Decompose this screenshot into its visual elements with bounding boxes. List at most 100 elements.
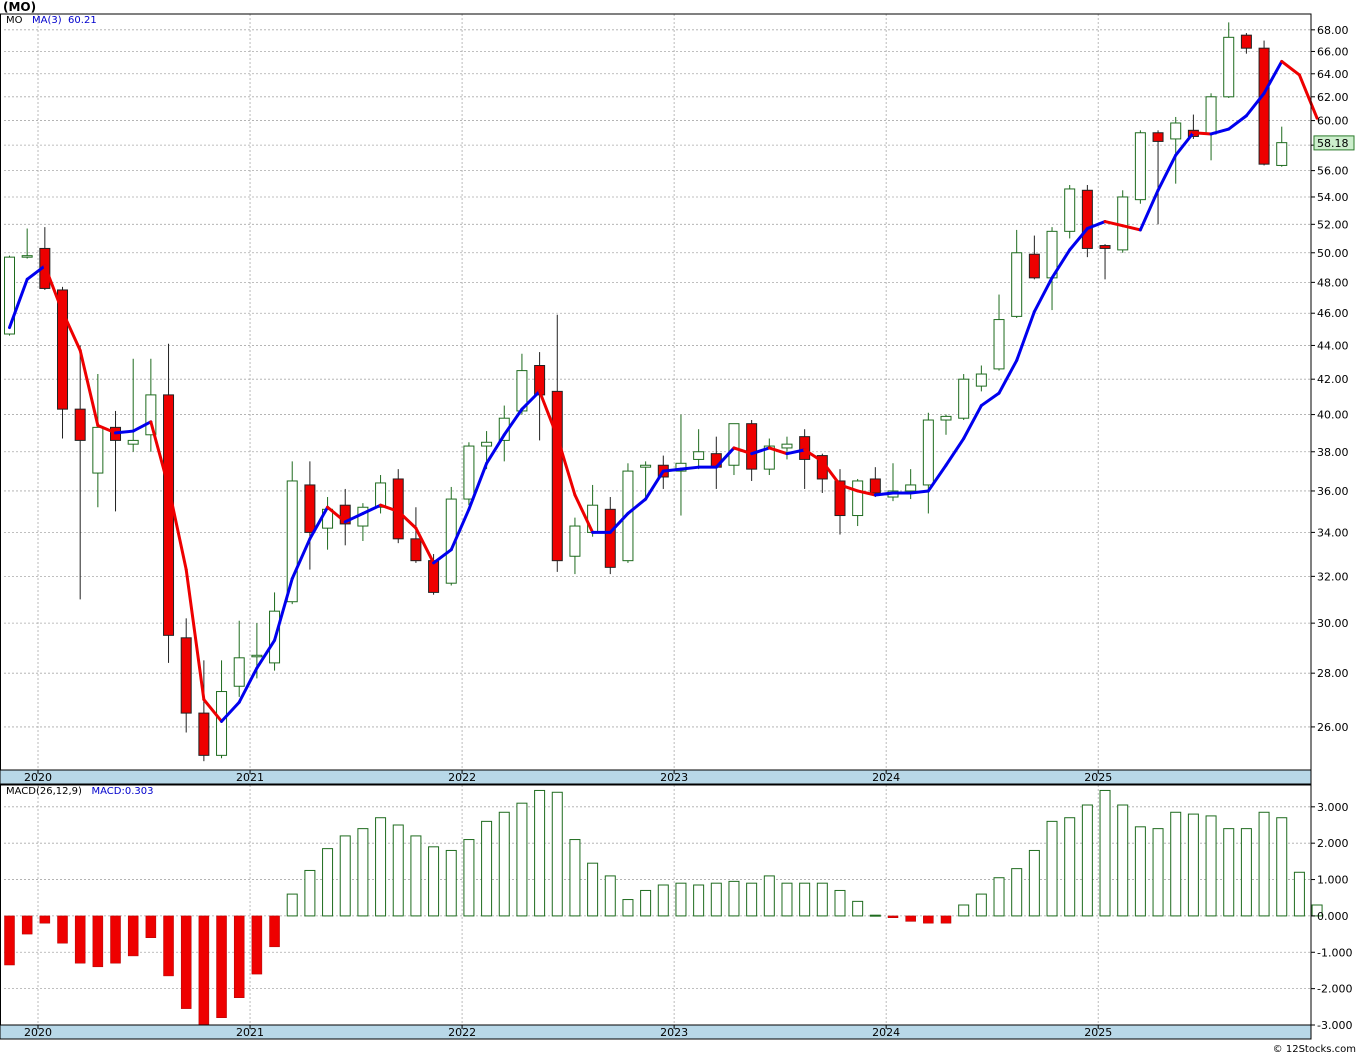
ma-segment	[502, 407, 524, 437]
macd-axis: -3.000 -2.000 -1.000 0.000 1.000 2.000 3.000	[1311, 801, 1352, 1032]
price-tick-label: 44.00	[1317, 339, 1349, 352]
macd-tick-label: -3.000	[1317, 1019, 1352, 1032]
legend-ma-value: 60.21	[68, 15, 97, 26]
ma-segment	[78, 348, 100, 428]
macd-bar-negative	[110, 915, 121, 964]
macd-bar-positive	[286, 893, 298, 917]
candle-up	[92, 426, 104, 474]
macd-bar-negative	[180, 915, 192, 1009]
ma-segment	[714, 446, 736, 469]
macd-date-axis: 2020 2021 2022 2023 2024 2025	[0, 1024, 1312, 1040]
candle-down	[834, 480, 846, 517]
price-tick-label: 36.00	[1317, 485, 1349, 498]
macd-legend-value: MACD:0.303	[91, 786, 154, 797]
macd-bar-positive	[604, 875, 616, 917]
ma-segment	[1262, 59, 1284, 95]
macd-bar-positive	[1117, 804, 1129, 917]
macd-bar-positive	[587, 862, 599, 917]
macd-bar-negative	[163, 915, 174, 977]
ma-segment	[343, 511, 365, 524]
macd-bar-positive	[498, 811, 510, 917]
price-tick-label: 66.00	[1317, 45, 1349, 58]
ma-segment	[1280, 59, 1301, 77]
candle-up	[852, 480, 864, 517]
ma-segment	[8, 277, 29, 330]
price-date-label: 2023	[660, 771, 688, 784]
macd-tick-label: 1.000	[1317, 874, 1349, 887]
macd-bar-positive	[1187, 813, 1199, 917]
macd-bar-negative	[887, 915, 899, 918]
macd-bar-negative	[127, 915, 139, 957]
macd-bar-negative	[145, 915, 157, 938]
ma-segment	[909, 489, 930, 495]
ma-segment	[432, 548, 453, 565]
macd-bar-positive	[993, 877, 1005, 917]
ma-segment	[326, 505, 347, 524]
macd-bar-negative	[923, 915, 934, 924]
macd-bar-positive	[675, 882, 687, 917]
price-date-label: 2020	[24, 771, 52, 784]
macd-date-label: 2022	[448, 1026, 476, 1039]
ma-segment	[1138, 188, 1160, 232]
candle-down	[1240, 34, 1252, 49]
macd-bar-positive	[781, 882, 793, 917]
price-tick-label: 56.00	[1317, 165, 1349, 178]
macd-bar-positive	[1223, 828, 1235, 917]
candle-down	[1081, 189, 1093, 249]
candle-down	[1152, 132, 1164, 142]
ma-segment	[1121, 224, 1142, 232]
ma-segment	[149, 420, 171, 489]
ma-segment	[485, 433, 506, 465]
candle-down	[746, 423, 758, 470]
macd-bar-positive	[710, 882, 722, 917]
candle-up	[463, 445, 475, 500]
candle-up	[905, 484, 917, 492]
ma-segment	[926, 463, 948, 493]
ma-segment	[1209, 127, 1231, 136]
price-tick-label: 40.00	[1317, 409, 1349, 422]
candle-up	[781, 443, 793, 449]
price-tick-label: 60.00	[1317, 115, 1349, 128]
price-tick-label: 68.00	[1317, 24, 1349, 37]
price-tick-label: 62.00	[1317, 91, 1349, 104]
macd-bar-negative	[905, 915, 916, 922]
ma-segment	[820, 459, 842, 487]
macd-bar-negative	[92, 915, 104, 968]
price-grid	[4, 14, 1311, 770]
ma-segment	[1032, 276, 1054, 314]
price-axis: 26.00 28.00 30.00 32.00 34.00 36.00 38.00 40.00…	[1311, 24, 1355, 734]
moving-average-line	[8, 59, 1319, 723]
ma-segment	[1244, 91, 1266, 118]
price-tick-label: 48.00	[1317, 276, 1349, 289]
macd-tick-label: 3.000	[1317, 801, 1349, 814]
macd-bar-negative	[57, 915, 68, 944]
price-date-band	[0, 769, 1312, 785]
macd-bar-positive	[975, 893, 987, 917]
macd-bar-positive	[763, 875, 775, 917]
ma-segment	[131, 420, 153, 433]
ma-segment	[1103, 220, 1125, 228]
ma-segment	[803, 448, 824, 463]
ma-segment	[997, 358, 1019, 395]
macd-bar-positive	[1258, 811, 1270, 917]
macd-bar-positive	[481, 820, 493, 917]
candle-down	[1099, 245, 1111, 249]
ma-segment	[220, 700, 241, 723]
price-date-label: 2024	[872, 771, 900, 784]
candle-down	[551, 390, 563, 562]
ma-segment	[1297, 73, 1319, 120]
macd-bar-positive	[657, 884, 669, 917]
legend-ma-label: MA(3)	[32, 15, 62, 26]
macd-bar-positive	[410, 835, 422, 917]
macd-bar-positive	[1099, 789, 1111, 917]
candle-down	[604, 508, 616, 568]
ma-segment	[626, 497, 648, 515]
ma-segment	[467, 461, 489, 511]
macd-bar-positive	[534, 789, 546, 917]
price-tick-label: 50.00	[1317, 247, 1349, 260]
macd-bars	[4, 789, 1323, 1026]
macd-bar-positive	[551, 791, 563, 917]
candle-up	[375, 482, 387, 508]
price-date-axis: 2020 2021 2022 2023 2024 2025	[0, 769, 1312, 785]
macd-bar-positive	[1011, 868, 1023, 917]
